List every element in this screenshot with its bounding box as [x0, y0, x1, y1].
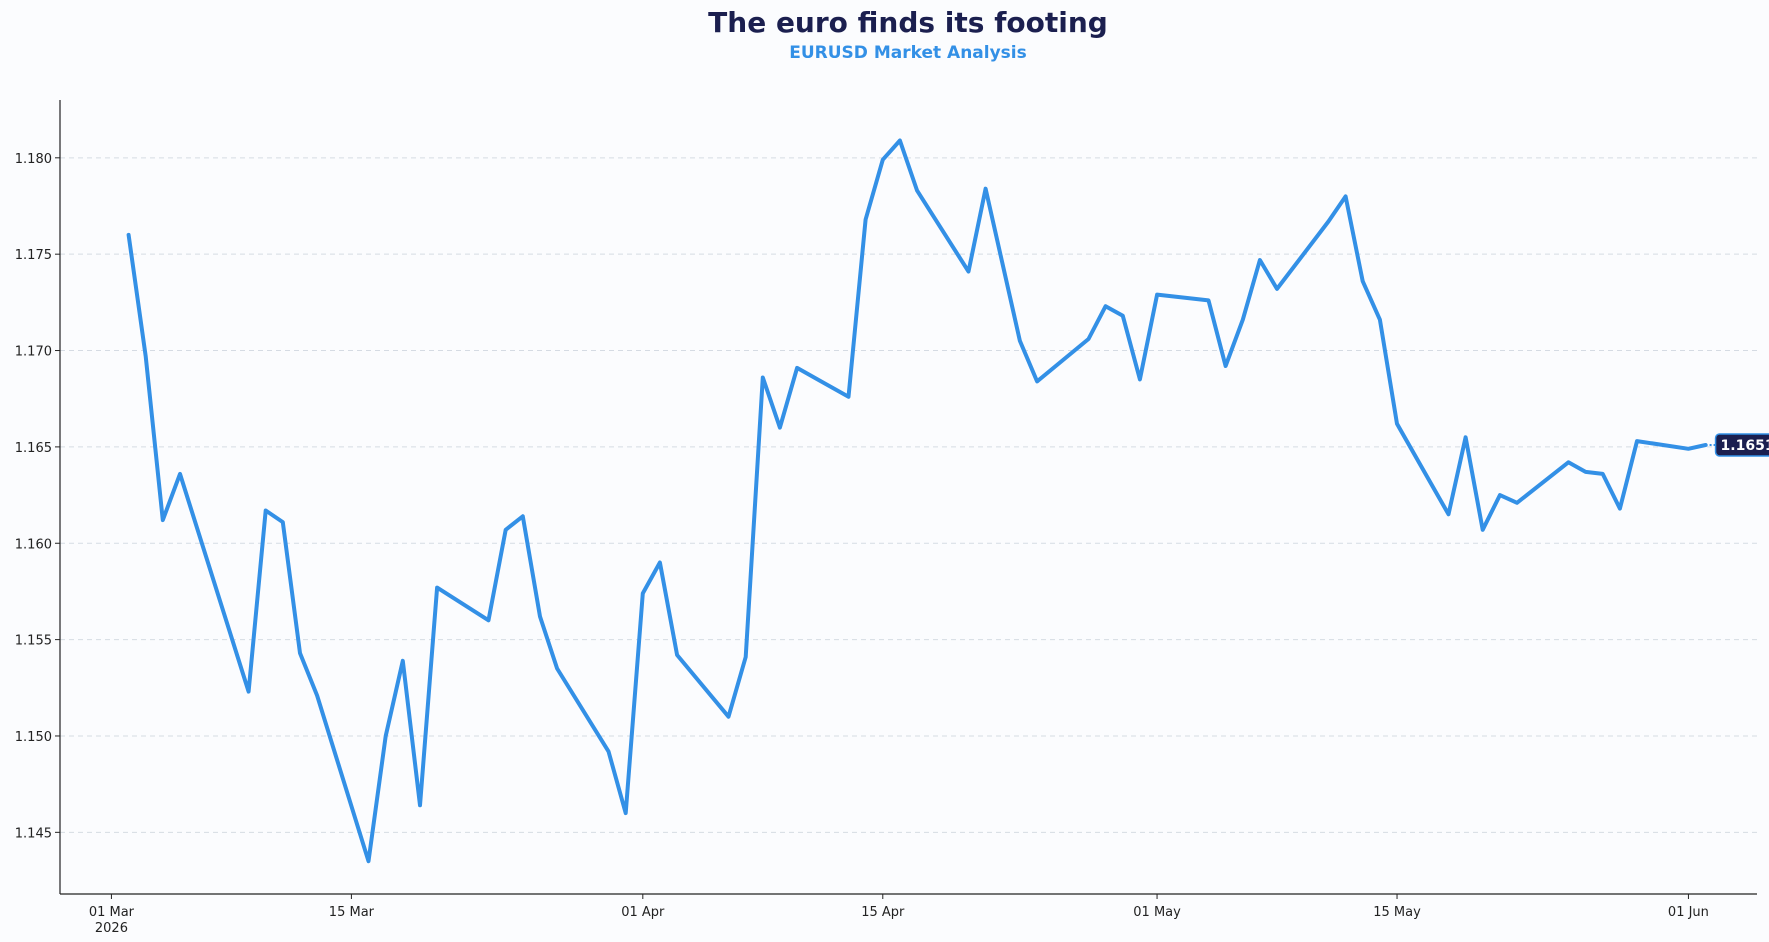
y-tick-label: 1.160: [15, 537, 52, 552]
y-tick-label: 1.175: [15, 248, 52, 263]
y-tick-label: 1.180: [15, 152, 52, 167]
y-tick-label: 1.155: [15, 634, 52, 649]
y-tick-label: 1.150: [15, 730, 52, 745]
grid-layer: [60, 157, 1757, 833]
axis-layer: 1.145 1.150 1.155 1.160 1.165 1.170 1.175 1.180…: [15, 100, 1757, 936]
x-tick-label: 15 Apr: [861, 905, 905, 920]
last-value-badge-box: [1714, 433, 1769, 457]
y-tick-label: 1.145: [15, 826, 52, 841]
y-tick-label: 1.170: [15, 345, 52, 360]
x-tick-label: 01 May: [1133, 905, 1181, 920]
series-layer: [126, 138, 1708, 864]
price-line: [126, 138, 1708, 864]
x-tick-label: 01 Apr: [621, 905, 665, 920]
x-tick-label: 01 Mar: [89, 905, 135, 920]
chart-title: The euro finds its footing: [708, 6, 1108, 39]
y-tick-label: 1.165: [15, 441, 52, 456]
x-tick-sublabel: 2026: [95, 921, 128, 936]
x-tick-label: 15 Mar: [329, 905, 375, 920]
chart-subtitle: EURUSD Market Analysis: [789, 43, 1027, 63]
x-tick-label: 01 Jun: [1668, 905, 1709, 920]
x-tick-label: 15 May: [1373, 905, 1421, 920]
